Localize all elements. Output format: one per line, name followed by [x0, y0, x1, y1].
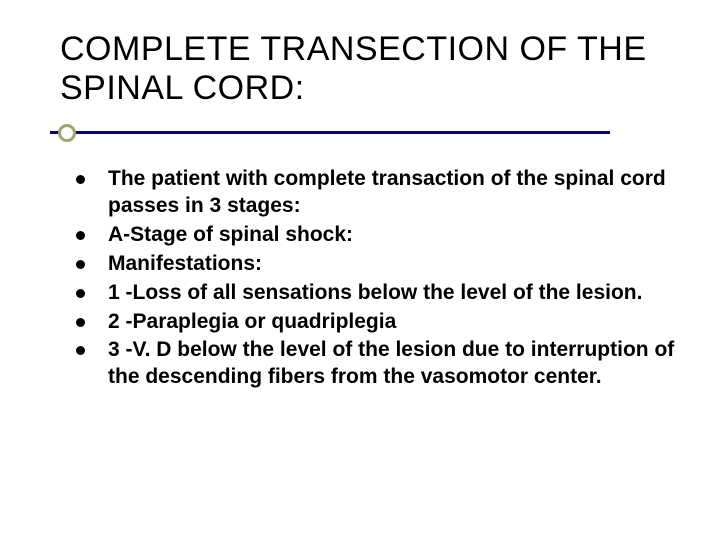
bullet-list: The patient with complete transaction of…	[74, 166, 680, 391]
slide-body: The patient with complete transaction of…	[60, 166, 680, 391]
slide: COMPLETE TRANSECTION OF THE SPINAL CORD:…	[0, 0, 720, 540]
slide-title: COMPLETE TRANSECTION OF THE SPINAL CORD:	[60, 30, 680, 108]
divider-line	[50, 131, 610, 134]
list-item: Manifestations:	[74, 251, 680, 278]
list-item: 2 -Paraplegia or quadriplegia	[74, 309, 680, 336]
list-item: The patient with complete transaction of…	[74, 166, 680, 220]
divider-dot-icon	[58, 124, 76, 142]
list-item: A-Stage of spinal shock:	[74, 222, 680, 249]
list-item: 1 -Loss of all sensations below the leve…	[74, 280, 680, 307]
title-divider	[60, 122, 680, 144]
list-item: 3 -V. D below the level of the lesion du…	[74, 337, 680, 391]
